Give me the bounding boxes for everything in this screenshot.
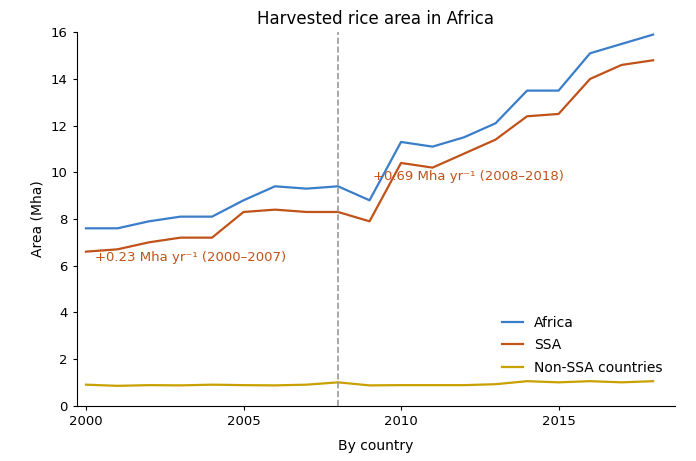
Non-SSA countries: [555, 379, 563, 385]
Africa: [145, 219, 153, 224]
Non-SSA countries: [617, 379, 626, 385]
Non-SSA countries: [491, 381, 500, 387]
Africa: [586, 51, 594, 56]
SSA: [113, 247, 122, 252]
Africa: [649, 32, 657, 37]
Non-SSA countries: [176, 383, 184, 388]
Non-SSA countries: [145, 382, 153, 388]
Non-SSA countries: [586, 378, 594, 384]
SSA: [555, 111, 563, 117]
Line: SSA: SSA: [86, 60, 653, 252]
Non-SSA countries: [239, 382, 248, 388]
Text: +0.23 Mha yr⁻¹ (2000–2007): +0.23 Mha yr⁻¹ (2000–2007): [95, 252, 287, 265]
Africa: [239, 197, 248, 203]
Africa: [555, 88, 563, 94]
Non-SSA countries: [113, 383, 122, 389]
Title: Harvested rice area in Africa: Harvested rice area in Africa: [258, 10, 494, 28]
Africa: [82, 225, 90, 231]
SSA: [586, 76, 594, 82]
SSA: [176, 235, 184, 241]
Africa: [397, 139, 405, 145]
Text: +0.69 Mha yr⁻¹ (2008–2018): +0.69 Mha yr⁻¹ (2008–2018): [372, 170, 564, 183]
Non-SSA countries: [649, 378, 657, 384]
Non-SSA countries: [523, 378, 531, 384]
Africa: [523, 88, 531, 94]
Africa: [302, 186, 310, 191]
Non-SSA countries: [208, 382, 216, 387]
Non-SSA countries: [271, 383, 279, 388]
Africa: [365, 197, 374, 203]
SSA: [365, 219, 374, 224]
Non-SSA countries: [302, 382, 310, 387]
SSA: [397, 160, 405, 166]
SSA: [491, 137, 500, 142]
Y-axis label: Area (Mha): Area (Mha): [31, 181, 45, 257]
Non-SSA countries: [334, 379, 342, 385]
Africa: [334, 183, 342, 189]
Africa: [460, 135, 468, 140]
SSA: [523, 113, 531, 119]
Non-SSA countries: [397, 382, 405, 388]
SSA: [239, 209, 248, 215]
Legend: Africa, SSA, Non-SSA countries: Africa, SSA, Non-SSA countries: [497, 310, 668, 380]
Africa: [176, 214, 184, 219]
Africa: [113, 225, 122, 231]
SSA: [82, 249, 90, 254]
Africa: [428, 144, 436, 149]
Africa: [271, 183, 279, 189]
SSA: [208, 235, 216, 241]
SSA: [460, 151, 468, 156]
Line: Africa: Africa: [86, 35, 653, 228]
Non-SSA countries: [82, 382, 90, 387]
SSA: [145, 240, 153, 245]
SSA: [302, 209, 310, 215]
SSA: [271, 207, 279, 213]
Africa: [491, 120, 500, 126]
Non-SSA countries: [460, 382, 468, 388]
SSA: [649, 58, 657, 63]
Non-SSA countries: [428, 382, 436, 388]
SSA: [334, 209, 342, 215]
Line: Non-SSA countries: Non-SSA countries: [86, 381, 653, 386]
SSA: [617, 62, 626, 68]
Africa: [208, 214, 216, 219]
Africa: [617, 41, 626, 47]
Non-SSA countries: [365, 383, 374, 388]
SSA: [428, 165, 436, 171]
X-axis label: By country: By country: [338, 439, 413, 453]
